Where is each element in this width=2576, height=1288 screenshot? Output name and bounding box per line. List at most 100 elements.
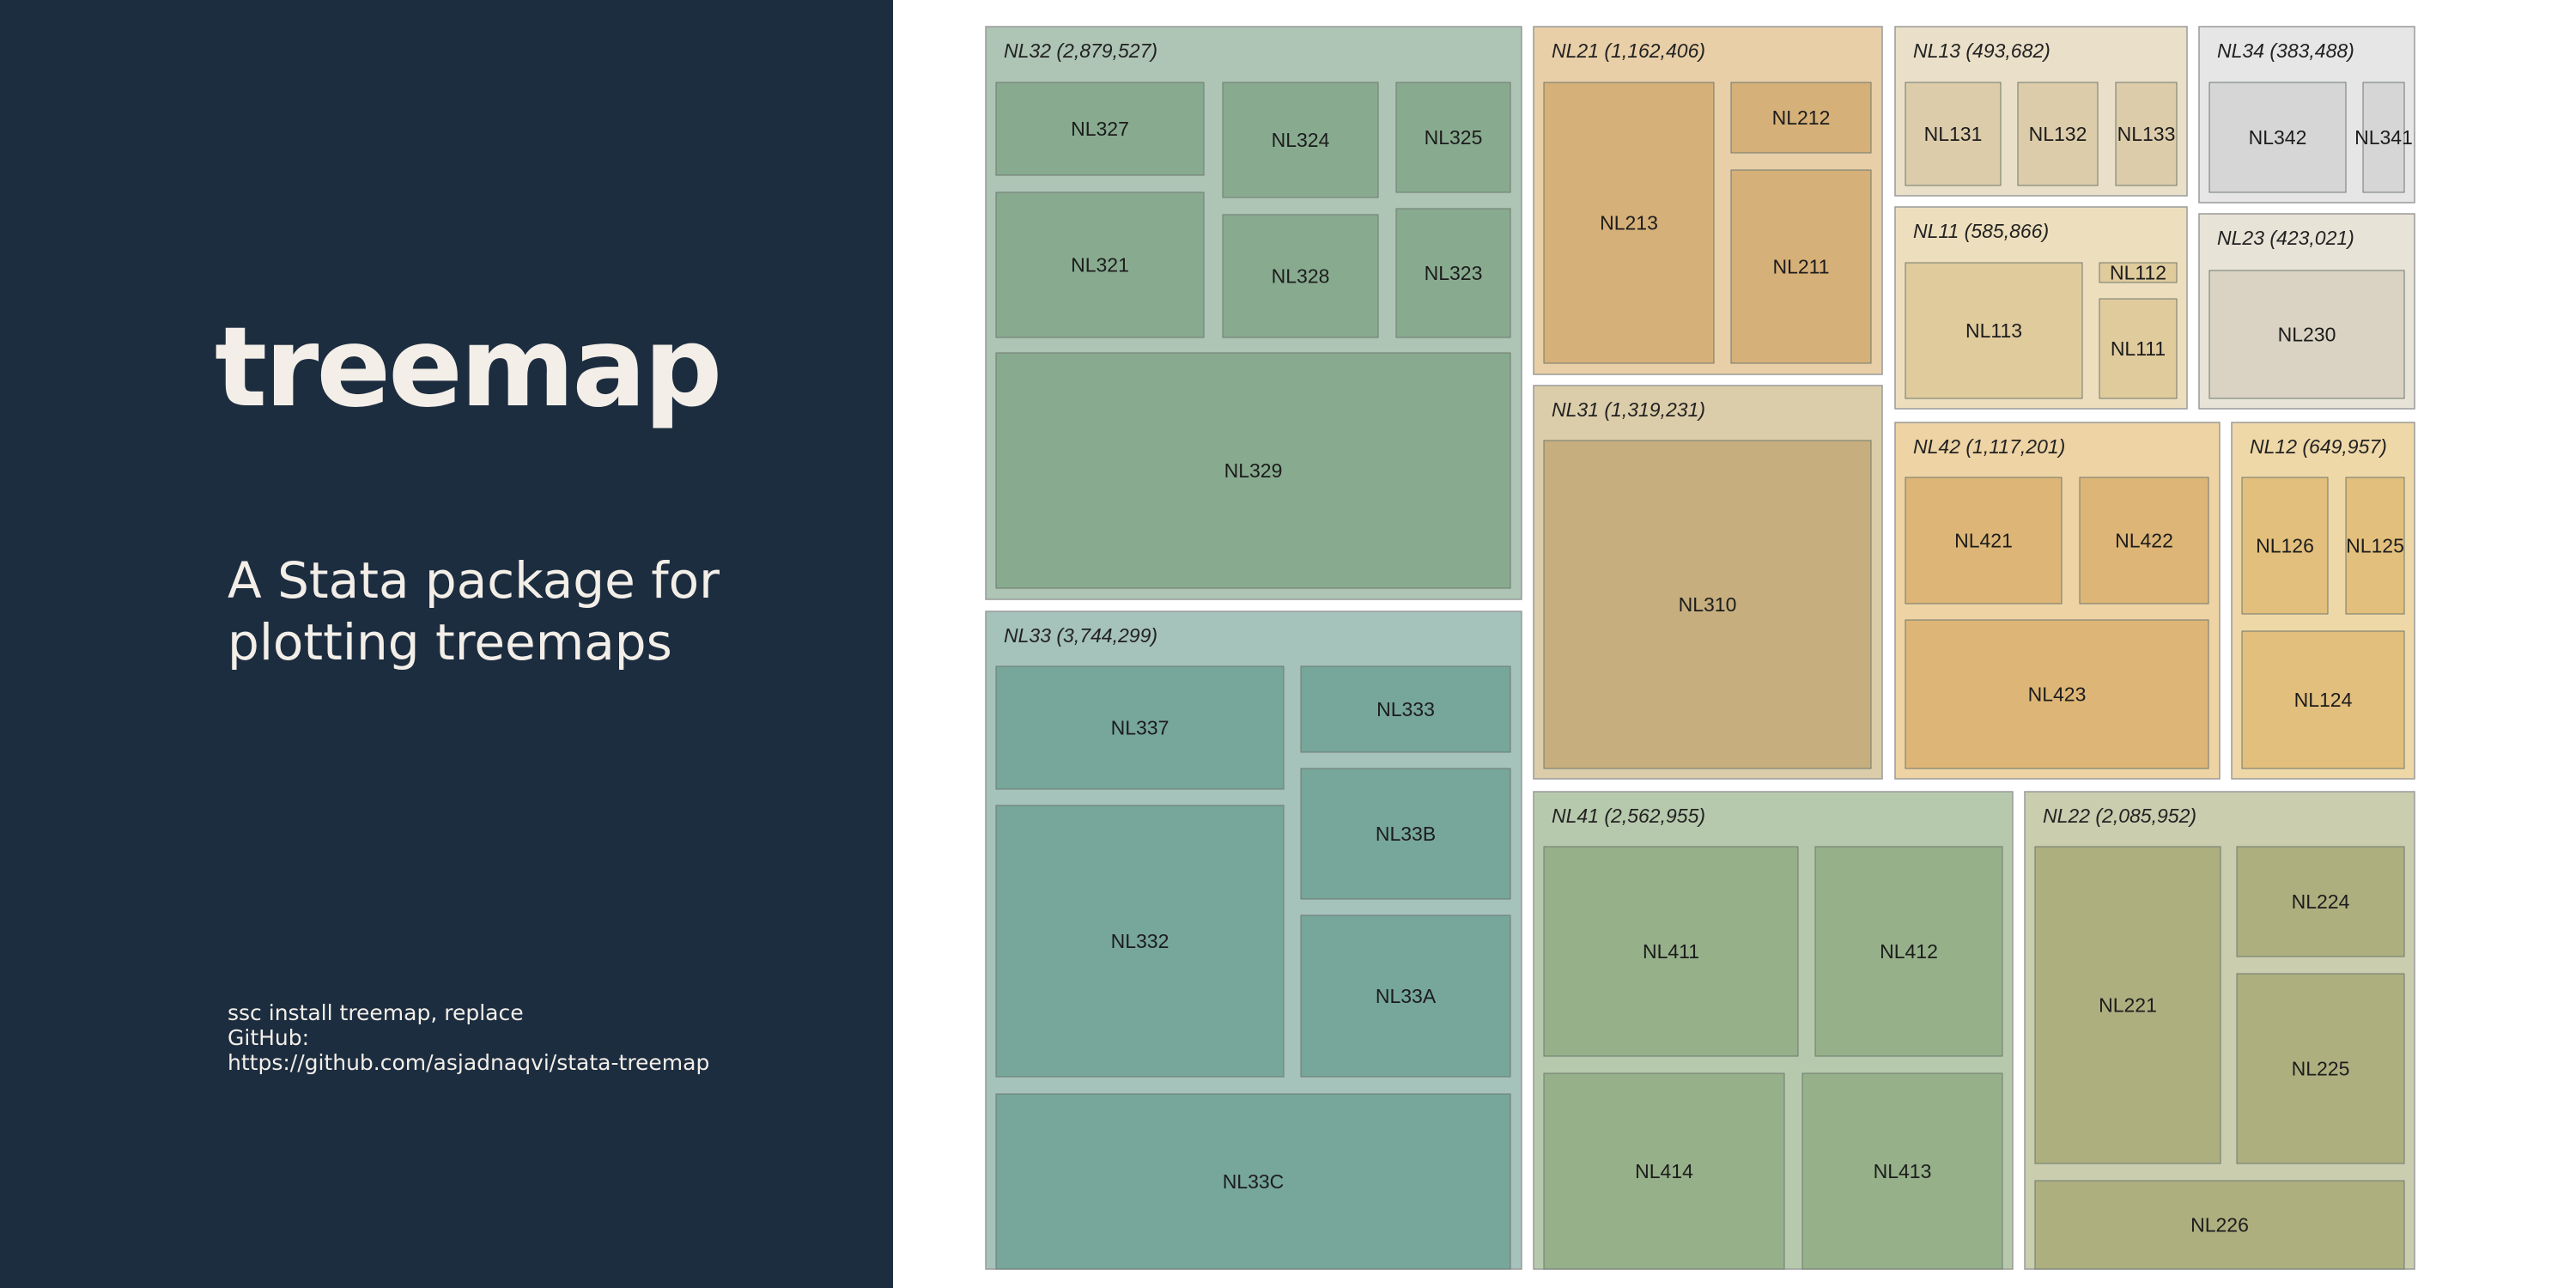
group-label: NL31 (1,319,231) [1552,398,1705,421]
treemap-cell-nl213: NL213 [1543,82,1715,364]
cell-rect [1814,846,2003,1057]
cell-rect [1300,665,1511,753]
cell-label: NL337 [1111,717,1170,739]
cell-rect [1543,1072,1785,1270]
cell-rect [2034,1180,2405,1270]
cell-label: NL332 [1111,930,1170,952]
treemap-cell-nl341: NL341 [2354,82,2413,193]
cell-label: NL225 [2292,1058,2350,1080]
cell-rect [2079,477,2209,605]
cell-rect [995,191,1205,338]
cell-rect [1543,846,1799,1057]
treemap-group-nl21: NL21 (1,162,406) NL213 NL212 NL211 [1533,26,1883,375]
treemap-group-nl11: NL11 (585,866) NL113 NL112 NL111 [1894,206,2188,410]
cell-label: NL341 [2354,126,2413,149]
group-label: NL33 (3,744,299) [1004,624,1157,647]
cell-label: NL131 [1924,123,1983,145]
cell-rect [1905,262,2083,399]
cell-rect [2345,477,2405,615]
cell-rect [1395,208,1511,338]
github-link[interactable]: https://github.com/asjadnaqvi/stata-tree… [228,1050,710,1075]
cell-label: NL342 [2249,126,2307,149]
cell-rect [2362,82,2405,193]
treemap-cell-nl412: NL412 [1814,846,2003,1057]
treemap-cell-nl33a: NL33A [1300,914,1511,1078]
cell-rect [2241,477,2329,615]
cell-label: NL411 [1643,940,1699,963]
treemap-cell-nl414: NL414 [1543,1072,1785,1270]
cell-rect [995,82,1205,176]
cell-label: NL333 [1376,698,1435,720]
cell-label: NL211 [1772,256,1829,278]
treemap-group-nl23: NL23 (423,021) NL230 [2198,213,2415,410]
treemap-group-nl31: NL31 (1,319,231) NL310 [1533,385,1883,780]
treemap-cell-nl422: NL422 [2079,477,2209,605]
treemap-cell-nl230: NL230 [2208,270,2405,399]
package-title: treemap [215,304,722,432]
cell-label: NL112 [2110,262,2166,284]
treemap-group-nl42: NL42 (1,117,201) NL421 NL422 NL423 [1894,422,2221,780]
cell-rect [1222,214,1379,338]
install-command: ssc install treemap, replace [228,1000,524,1025]
cell-rect [2099,262,2178,283]
treemap-group-nl33: NL33 (3,744,299) NL337 NL333 NL33B NL332 NL33… [985,611,1522,1270]
cell-label: NL323 [1425,262,1483,284]
install-info: ssc install treemap, replace GitHub: htt… [228,1000,709,1075]
treemap-cell-nl337: NL337 [995,665,1285,790]
cell-label: NL226 [2190,1214,2249,1236]
cell-rect [995,352,1511,589]
treemap-cell-nl342: NL342 [2208,82,2347,193]
treemap-cell-nl310: NL310 [1543,440,1872,769]
group-label: NL13 (493,682) [1913,39,2050,62]
treemap-cell-nl325: NL325 [1395,82,1511,193]
cell-rect [1905,619,2209,769]
cell-rect [1543,440,1872,769]
treemap-cell-nl33b: NL33B [1300,768,1511,900]
treemap-cell-nl124: NL124 [2241,630,2405,769]
treemap-cell-nl332: NL332 [995,805,1285,1078]
treemap-svg: NL32 (2,879,527) NL327 NL324 NL325 NL321 NL32… [985,26,2415,1270]
treemap-cell-nl225: NL225 [2236,973,2405,1164]
group-label: NL41 (2,562,955) [1552,805,1705,827]
cell-label: NL324 [1272,129,1330,151]
treemap-cell-nl423: NL423 [1905,619,2209,769]
treemap-cell-nl226: NL226 [2034,1180,2405,1270]
cell-rect [2236,973,2405,1164]
github-label: GitHub: [228,1025,310,1050]
cell-rect [1543,82,1715,364]
treemap-cell-nl131: NL131 [1905,82,2002,186]
package-subtitle: A Stata package for plotting treemaps [228,551,720,671]
cell-label: NL125 [2346,535,2404,557]
cell-rect [2115,82,2178,186]
group-label: NL23 (423,021) [2217,227,2354,249]
treemap-cell-nl329: NL329 [995,352,1511,589]
treemap-cell-nl333: NL333 [1300,665,1511,753]
cell-label: NL329 [1224,459,1283,482]
cell-label: NL33A [1376,985,1437,1007]
cell-rect [995,1093,1511,1270]
treemap-cell-nl328: NL328 [1222,214,1379,338]
cell-rect [1395,82,1511,193]
cell-rect [995,805,1285,1078]
cell-rect [1300,768,1511,900]
cell-rect [2034,846,2221,1164]
cell-label: NL414 [1635,1160,1693,1182]
cell-label: NL111 [2111,337,2166,360]
cell-label: NL327 [1071,118,1129,140]
group-label: NL42 (1,117,201) [1913,435,2065,458]
cell-label: NL124 [2294,689,2353,711]
cell-rect [1905,477,2063,605]
cell-rect [2099,298,2178,399]
group-label: NL34 (383,488) [2217,39,2354,62]
cell-label: NL221 [2099,994,2157,1017]
treemap-cell-nl133: NL133 [2115,82,2178,186]
cell-label: NL33B [1376,823,1436,845]
cell-rect [1905,82,2002,186]
cell-label: NL413 [1874,1160,1932,1182]
treemap-group-nl13: NL13 (493,682) NL131 NL132 NL133 [1894,26,2188,197]
cell-label: NL423 [2028,683,2087,706]
cell-label: NL126 [2256,535,2314,557]
treemap-cell-nl421: NL421 [1905,477,2063,605]
cell-rect [1730,169,1872,364]
cell-rect [2017,82,2099,186]
